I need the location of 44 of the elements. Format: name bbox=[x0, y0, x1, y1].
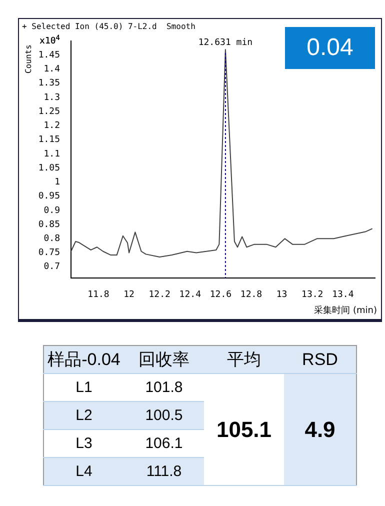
x-tick-label: 13 bbox=[276, 290, 288, 300]
x-tick-label: 12.4 bbox=[179, 290, 201, 300]
y-tick-label: 0.95 bbox=[38, 192, 60, 202]
y-tick-label: 1.15 bbox=[38, 135, 60, 146]
text: 样品-0.04 bbox=[44, 346, 124, 374]
x-tick-label: 12 bbox=[124, 290, 134, 300]
text: 105.1 bbox=[204, 374, 284, 486]
category-label: L4 bbox=[44, 458, 124, 486]
y-tick-label: 1.35 bbox=[38, 78, 60, 89]
text: 回收率 bbox=[124, 346, 204, 374]
y-tick-label: 0.8 bbox=[44, 234, 60, 244]
text: 4.9 bbox=[284, 374, 356, 486]
text: 平均 bbox=[204, 346, 284, 374]
x-tick-label: 12.8 bbox=[240, 290, 262, 300]
x-tick-label: 11.8 bbox=[88, 290, 110, 300]
y-tick-label: 1.2 bbox=[44, 121, 60, 132]
data-label: 111.8 bbox=[124, 458, 204, 486]
y-tick-label: 0.75 bbox=[38, 248, 60, 258]
y-tick-label: 1 bbox=[54, 178, 60, 188]
y-tick-label: 0.9 bbox=[44, 206, 60, 216]
ref-line-label: 12.631 min bbox=[198, 38, 253, 48]
chart-title: + Selected Ion (45.0) 7-L2.d Smooth bbox=[22, 22, 196, 31]
y-tick-label: 1.45 bbox=[38, 50, 60, 60]
y-tick-label: 1.25 bbox=[38, 106, 60, 117]
category-label: L1 bbox=[44, 374, 124, 402]
y-tick-label: 1.1 bbox=[44, 149, 60, 160]
x-tick-label: 12.6 bbox=[210, 290, 232, 300]
y-axis-title: Counts bbox=[24, 44, 33, 74]
category-label: L2 bbox=[44, 402, 124, 430]
x-tick-label: 12.2 bbox=[148, 290, 170, 300]
y-tick-label: 1.4 bbox=[44, 64, 60, 75]
x-tick-label: 13.2 bbox=[302, 290, 324, 300]
data-label: 100.5 bbox=[124, 402, 204, 430]
y-tick-label: 1.3 bbox=[44, 92, 60, 103]
x-axis-title: 采集时间 (min) bbox=[314, 305, 377, 316]
data-label: 101.8 bbox=[124, 374, 204, 402]
y-tick-label: 1.05 bbox=[38, 163, 60, 174]
x-tick-label: 13.4 bbox=[332, 290, 354, 300]
category-label: L3 bbox=[44, 430, 124, 458]
data-label: 106.1 bbox=[124, 430, 204, 458]
annotation: 0.04 bbox=[285, 27, 375, 69]
text: RSD bbox=[284, 346, 356, 374]
y-tick-label: 0.7 bbox=[44, 262, 60, 272]
y-tick-label: 0.85 bbox=[38, 220, 60, 230]
